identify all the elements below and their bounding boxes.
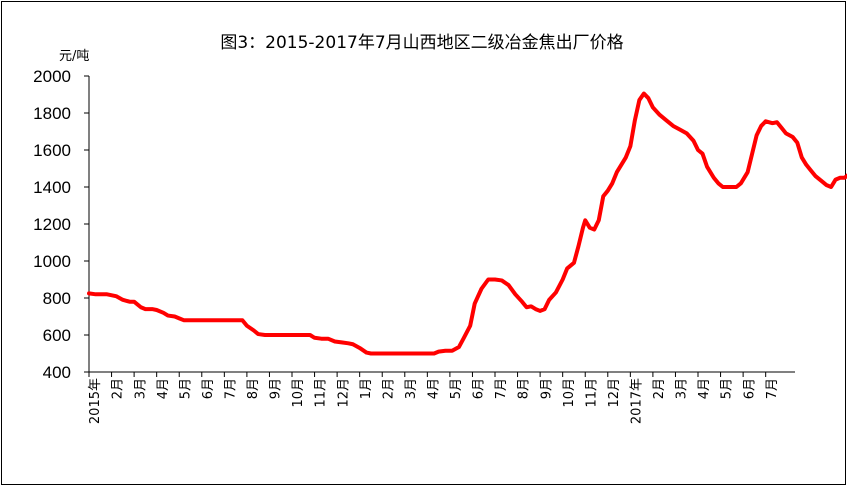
x-tick-label: 5月 — [178, 378, 193, 399]
chart-title: 图3：2015-2017年7月山西地区二级冶金焦出厂价格 — [220, 33, 623, 53]
y-tick-label: 1000 — [33, 252, 71, 271]
x-tick-label: 11月 — [314, 378, 329, 408]
price-series-line — [87, 91, 847, 356]
x-tick-label: 4月 — [156, 378, 171, 399]
y-tick-label: 1800 — [33, 104, 71, 123]
x-tick-label: 12月 — [336, 378, 351, 408]
x-tick-label: 7月 — [494, 378, 509, 399]
x-tick-label: 3月 — [404, 378, 419, 399]
x-tick-label: 7月 — [765, 378, 780, 399]
x-tick-label: 2017年 — [629, 378, 644, 424]
x-tick-label: 2月 — [111, 378, 126, 399]
x-tick-label: 9月 — [539, 378, 554, 399]
x-tick-label: 8月 — [517, 378, 532, 399]
x-tick-label: 8月 — [246, 378, 261, 399]
y-tick-label: 600 — [43, 326, 71, 345]
y-tick-label: 1400 — [33, 178, 71, 197]
x-tick-label: 11月 — [584, 378, 599, 408]
x-tick-label: 10月 — [562, 378, 577, 408]
y-tick-label: 2000 — [33, 67, 71, 86]
x-tick-label: 1月 — [359, 378, 374, 399]
y-tick-label: 1600 — [33, 141, 71, 160]
x-tick-label: 3月 — [133, 378, 148, 399]
x-tick-label: 4月 — [697, 378, 712, 399]
x-tick-label: 4月 — [426, 378, 441, 399]
x-tick-label: 5月 — [449, 378, 464, 399]
x-tick-label: 2月 — [381, 378, 396, 399]
y-tick-label: 1200 — [33, 215, 71, 234]
y-tick-label: 400 — [43, 363, 71, 382]
x-tick-label: 6月 — [201, 378, 216, 399]
x-tick-label: 6月 — [742, 378, 757, 399]
x-tick-label: 10月 — [291, 378, 306, 408]
x-tick-label: 12月 — [607, 378, 622, 408]
y-axis-unit: 元/吨 — [59, 49, 89, 64]
x-tick-label: 7月 — [223, 378, 238, 399]
x-tick-label: 6月 — [472, 378, 487, 399]
y-tick-label: 800 — [43, 289, 71, 308]
x-tick-label: 9月 — [269, 378, 284, 399]
x-tick-label: 5月 — [720, 378, 735, 399]
x-tick-label: 3月 — [675, 378, 690, 399]
x-tick-label: 2015年 — [88, 378, 103, 424]
x-tick-label: 2月 — [652, 378, 667, 399]
plot-area: 400 600 800 1000 1200 1400 1600 1800 2000 2015年 2月… — [33, 67, 847, 424]
